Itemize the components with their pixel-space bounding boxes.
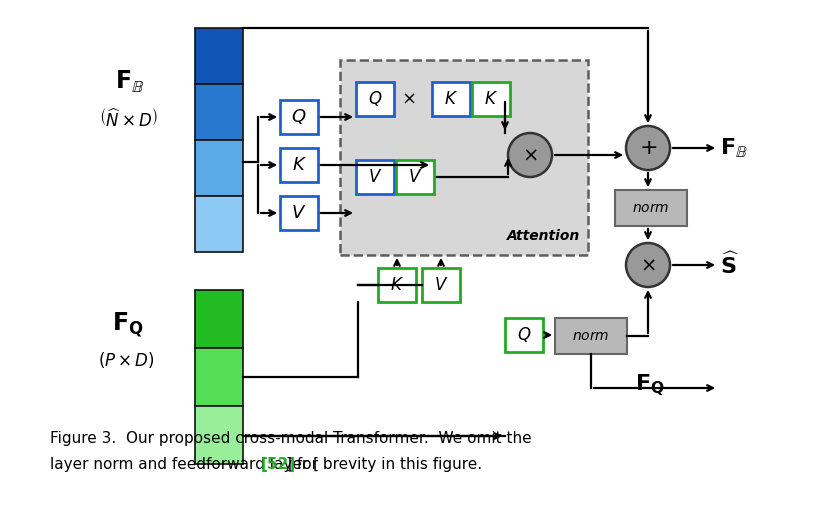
- Text: ] for brevity in this figure.: ] for brevity in this figure.: [285, 458, 482, 473]
- Bar: [195, 140, 243, 196]
- Bar: [378, 268, 416, 302]
- Bar: [195, 28, 243, 84]
- Bar: [615, 190, 687, 226]
- Text: $Q$: $Q$: [291, 108, 307, 126]
- Bar: [505, 318, 543, 352]
- Text: $\mathit{norm}$: $\mathit{norm}$: [632, 201, 670, 215]
- Bar: [472, 82, 510, 116]
- Text: $K$: $K$: [390, 276, 404, 294]
- Circle shape: [626, 126, 670, 170]
- Bar: [280, 148, 318, 182]
- Text: $\times$: $\times$: [522, 146, 538, 164]
- Bar: [432, 82, 470, 116]
- Circle shape: [626, 243, 670, 287]
- Text: $\mathbf{F}_{\mathbb{B}}$: $\mathbf{F}_{\mathbb{B}}$: [115, 69, 145, 95]
- Text: $Q$: $Q$: [517, 326, 531, 344]
- Text: $K$: $K$: [484, 90, 498, 108]
- Bar: [396, 160, 434, 194]
- Text: $K$: $K$: [292, 156, 307, 174]
- Text: $\mathbf{F}_{\mathbf{Q}}$: $\mathbf{F}_{\mathbf{Q}}$: [112, 311, 144, 339]
- Text: Attention: Attention: [506, 229, 580, 243]
- Text: $\mathit{norm}$: $\mathit{norm}$: [572, 329, 610, 343]
- Bar: [195, 290, 243, 348]
- Text: [52]: [52]: [261, 458, 296, 473]
- Bar: [280, 196, 318, 230]
- Text: $+$: $+$: [639, 138, 657, 158]
- Bar: [356, 82, 394, 116]
- Text: $(P\times D)$: $(P\times D)$: [98, 350, 155, 370]
- Bar: [555, 318, 627, 354]
- Text: $\mathbf{F}_{\mathbf{Q}}$: $\mathbf{F}_{\mathbf{Q}}$: [635, 372, 665, 398]
- Bar: [422, 268, 460, 302]
- Text: $\times$: $\times$: [640, 255, 656, 275]
- Bar: [195, 406, 243, 464]
- Text: Figure 3.  Our proposed cross-modal Transformer.  We omit the: Figure 3. Our proposed cross-modal Trans…: [50, 431, 532, 446]
- Bar: [280, 100, 318, 134]
- Bar: [356, 160, 394, 194]
- Text: $V$: $V$: [434, 276, 448, 294]
- Text: $K$: $K$: [444, 90, 458, 108]
- Text: $V$: $V$: [291, 204, 307, 222]
- Bar: [195, 196, 243, 252]
- Text: $\mathbf{F}_{\mathbb{B}}$: $\mathbf{F}_{\mathbb{B}}$: [720, 136, 748, 160]
- Text: $V$: $V$: [408, 168, 423, 186]
- Text: layer norm and feedforward layer [: layer norm and feedforward layer [: [50, 458, 319, 473]
- Text: $\widehat{\mathbf{S}}$: $\widehat{\mathbf{S}}$: [720, 252, 740, 278]
- Text: $\times$: $\times$: [400, 90, 415, 108]
- Bar: [195, 84, 243, 140]
- Circle shape: [508, 133, 552, 177]
- Text: $V$: $V$: [367, 168, 382, 186]
- Bar: [340, 60, 588, 255]
- Text: $Q$: $Q$: [367, 89, 382, 109]
- Text: $\left(\widehat{N}\times D\right)$: $\left(\widehat{N}\times D\right)$: [99, 109, 157, 131]
- Bar: [195, 348, 243, 406]
